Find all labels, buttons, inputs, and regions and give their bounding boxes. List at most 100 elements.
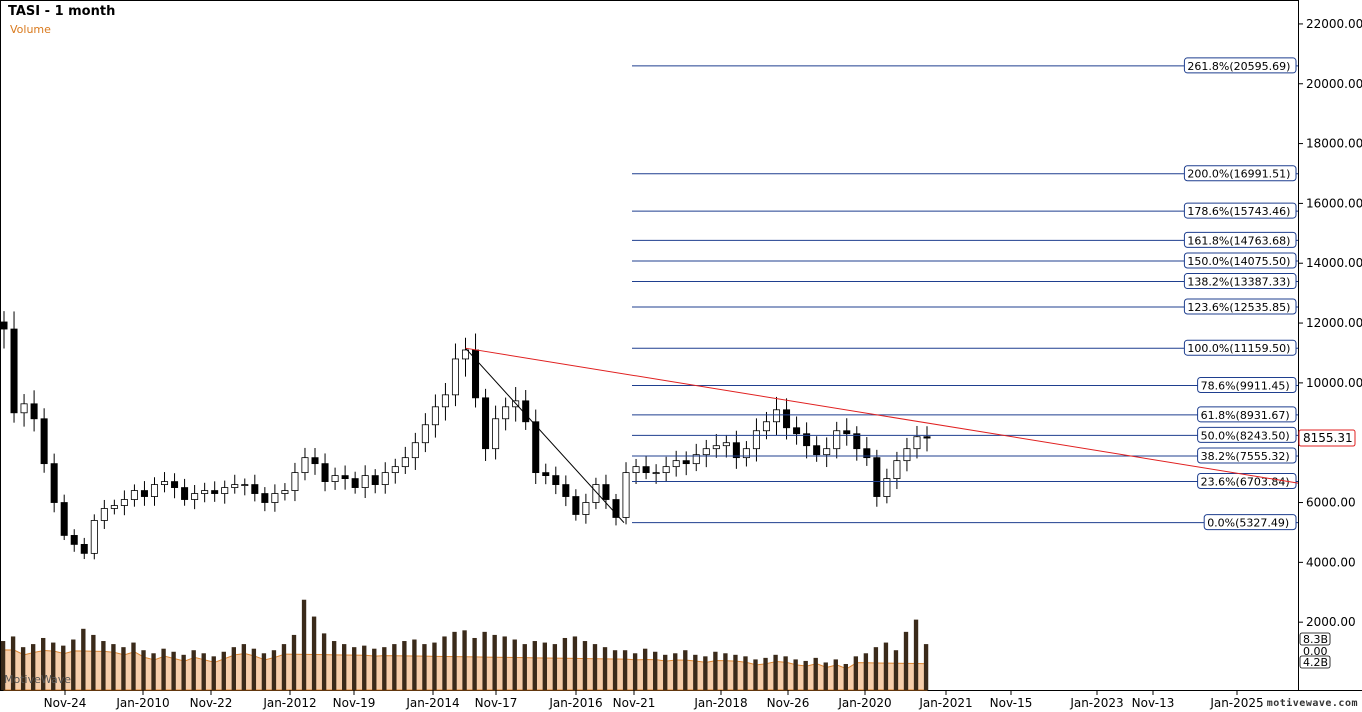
volume-bar <box>341 644 347 690</box>
price-tick-label: 14000.00 <box>1306 256 1362 270</box>
candle <box>813 445 821 456</box>
volume-bar <box>542 642 548 690</box>
candle <box>431 406 439 426</box>
candle <box>622 472 630 518</box>
volume-bar <box>20 647 26 690</box>
candle <box>803 433 811 447</box>
candle <box>381 472 389 485</box>
candle <box>401 457 409 468</box>
time-tick-label: Jan-2020 <box>837 696 891 710</box>
motivewave-logo: MotiveWave <box>4 673 72 686</box>
volume-bar <box>141 650 146 690</box>
time-axis: Nov-24 Jan-2010 Nov-22 Jan-2012 Nov-19 Jan-20… <box>44 690 1264 710</box>
fibonacci-extension: 261.8%(20595.69) 200.0%(16991.51) 178.6%(1… <box>632 57 1298 531</box>
candle <box>913 436 921 450</box>
volume-bar <box>51 642 56 690</box>
candle <box>843 430 851 435</box>
candle <box>90 520 98 554</box>
last-price-label: 8155.31 <box>1303 431 1353 445</box>
fib-level-label: 50.0%(8243.50) <box>1201 429 1290 442</box>
volume-bar <box>763 657 768 690</box>
plot-border <box>0 0 1299 691</box>
volume-bar <box>121 647 126 690</box>
watermark: motivewave.com <box>1266 698 1358 709</box>
fib-level-label-box <box>1183 298 1297 315</box>
volume-bar <box>833 659 838 690</box>
volume-bar <box>803 660 808 690</box>
volume-bar <box>0 641 6 690</box>
candle <box>10 328 18 414</box>
volume-bar <box>261 653 267 690</box>
volume-bar <box>392 644 397 690</box>
candle <box>110 505 118 509</box>
candle <box>742 448 750 459</box>
candle <box>833 430 841 450</box>
volume-bar <box>321 633 327 690</box>
candle <box>130 490 138 500</box>
candle <box>311 457 319 465</box>
volume-bar <box>432 642 437 690</box>
volume-bar <box>723 653 728 690</box>
candle <box>522 400 530 423</box>
volume-bar <box>502 636 507 690</box>
volume-axis-label: 4.2B <box>1303 656 1328 669</box>
candle <box>361 475 369 488</box>
candle <box>923 436 931 439</box>
time-tick-label: Jan-2021 <box>918 696 972 710</box>
fib-level-label-box <box>1197 377 1297 394</box>
fib-level-label: 150.0%(14075.50) <box>1187 255 1290 268</box>
volume-bar <box>331 641 337 690</box>
candle <box>20 403 28 414</box>
candle <box>291 472 299 491</box>
fib-level-label: 123.6%(12535.85) <box>1187 301 1290 314</box>
volume-bar <box>773 654 778 690</box>
volume-bar <box>191 650 196 690</box>
volume-bar <box>873 647 879 690</box>
candle <box>662 466 670 474</box>
volume-axis-label-box <box>1299 632 1331 646</box>
candle <box>241 484 249 486</box>
volume-bar <box>151 653 156 690</box>
candle <box>903 448 911 462</box>
candle <box>702 448 710 456</box>
candle <box>602 484 610 500</box>
fib-level-label: 78.6%(9911.45) <box>1201 380 1290 393</box>
volume-bar <box>291 634 297 690</box>
volume-bar <box>201 653 206 690</box>
candle <box>441 394 449 408</box>
volume-bar <box>853 656 859 690</box>
price-tick-label: 10000.00 <box>1306 376 1362 390</box>
candle <box>893 460 901 479</box>
volume-bar <box>683 650 688 690</box>
volume-bar <box>632 653 638 690</box>
volume-bar <box>81 628 86 690</box>
volume-bar <box>883 642 889 690</box>
candle <box>341 475 349 479</box>
candle <box>492 418 500 450</box>
candle <box>722 442 730 447</box>
volume-bar <box>402 641 407 690</box>
volume-bar <box>301 599 307 690</box>
time-tick-label: Jan-2012 <box>262 696 316 710</box>
volume-bar <box>482 631 487 690</box>
candle <box>752 430 760 450</box>
fib-level-label-box <box>1183 57 1297 74</box>
time-tick-label: Nov-24 <box>44 696 87 710</box>
volume-bar <box>552 644 558 690</box>
candle <box>261 493 269 503</box>
volume-bar <box>893 650 899 690</box>
volume-bar <box>71 639 76 690</box>
candle <box>231 484 239 488</box>
volume-bar <box>412 639 417 690</box>
candle <box>40 418 48 465</box>
volume-bar <box>61 645 66 690</box>
candle <box>331 475 339 482</box>
candle <box>762 421 770 432</box>
candle <box>502 406 510 420</box>
candle <box>652 472 660 475</box>
volume-bar <box>372 648 377 690</box>
candle <box>863 448 871 459</box>
volume-bar <box>472 637 477 690</box>
time-tick-label: Jan-2014 <box>405 696 459 710</box>
